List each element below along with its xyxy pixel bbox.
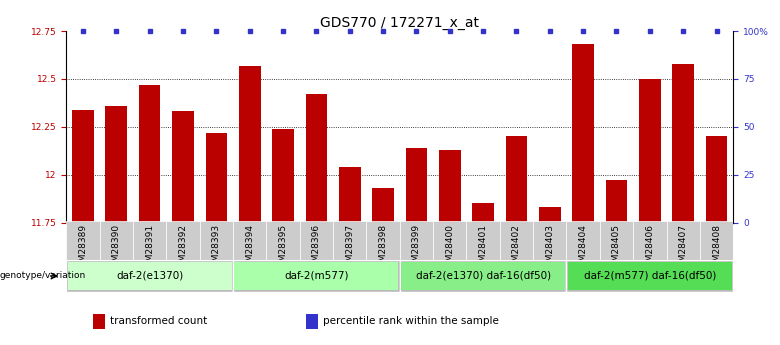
Text: GSM28403: GSM28403 — [545, 224, 555, 273]
Bar — [600, 221, 633, 260]
Text: GSM28391: GSM28391 — [145, 224, 154, 273]
Bar — [72, 110, 94, 223]
Bar — [200, 221, 233, 260]
Bar — [566, 260, 733, 292]
Bar — [266, 221, 300, 260]
Text: GSM28402: GSM28402 — [512, 224, 521, 273]
Bar — [93, 314, 105, 329]
Text: GSM28406: GSM28406 — [645, 224, 654, 273]
Text: GSM28407: GSM28407 — [679, 224, 688, 273]
Bar — [568, 262, 732, 290]
Text: GSM28404: GSM28404 — [579, 224, 587, 273]
Bar — [573, 45, 594, 223]
Bar — [439, 150, 461, 223]
Bar — [100, 221, 133, 260]
Bar — [666, 221, 700, 260]
Bar — [233, 260, 399, 292]
Text: transformed count: transformed count — [110, 316, 207, 326]
Text: GSM28400: GSM28400 — [445, 224, 454, 273]
Text: GSM28399: GSM28399 — [412, 224, 421, 273]
Text: daf-2(m577) daf-16(df50): daf-2(m577) daf-16(df50) — [583, 271, 716, 281]
Bar — [533, 221, 566, 260]
Bar — [139, 85, 161, 223]
Text: GSM28394: GSM28394 — [245, 224, 254, 273]
Text: percentile rank within the sample: percentile rank within the sample — [323, 316, 499, 326]
Bar — [399, 260, 566, 292]
Bar — [233, 221, 266, 260]
Bar — [706, 136, 728, 223]
Bar — [66, 221, 100, 260]
Bar — [372, 188, 394, 223]
Bar — [333, 221, 367, 260]
Text: GSM28401: GSM28401 — [479, 224, 488, 273]
Bar — [472, 204, 494, 223]
Bar — [300, 221, 333, 260]
Bar — [307, 314, 318, 329]
Text: genotype/variation: genotype/variation — [0, 272, 87, 280]
Bar — [399, 221, 433, 260]
Text: GSM28398: GSM28398 — [378, 224, 388, 273]
Text: daf-2(m577): daf-2(m577) — [284, 271, 349, 281]
Bar — [505, 136, 527, 223]
Bar — [500, 221, 533, 260]
Bar — [633, 221, 666, 260]
Bar — [306, 94, 328, 223]
Bar — [605, 180, 627, 223]
Text: GSM28408: GSM28408 — [712, 224, 721, 273]
Bar — [239, 66, 261, 223]
Bar — [566, 221, 600, 260]
Text: GSM28392: GSM28392 — [179, 224, 187, 273]
Bar — [539, 207, 561, 223]
Bar — [66, 260, 233, 292]
Bar — [401, 262, 566, 290]
Bar — [433, 221, 466, 260]
Text: GSM28405: GSM28405 — [612, 224, 621, 273]
Bar — [367, 221, 399, 260]
Bar — [234, 262, 399, 290]
Text: GSM28389: GSM28389 — [79, 224, 87, 273]
Text: GSM28396: GSM28396 — [312, 224, 321, 273]
Bar — [166, 221, 200, 260]
Bar — [672, 63, 694, 223]
Bar — [406, 148, 427, 223]
Text: GSM28390: GSM28390 — [112, 224, 121, 273]
Text: GSM28397: GSM28397 — [346, 224, 354, 273]
Bar — [272, 129, 294, 223]
Bar — [639, 79, 661, 223]
Text: daf-2(e1370): daf-2(e1370) — [116, 271, 183, 281]
Bar — [700, 221, 733, 260]
Title: GDS770 / 172271_x_at: GDS770 / 172271_x_at — [321, 16, 479, 30]
Bar — [172, 111, 194, 223]
Bar — [133, 221, 166, 260]
Bar — [205, 132, 227, 223]
Bar — [339, 167, 360, 223]
Bar — [105, 106, 127, 223]
Bar — [466, 221, 500, 260]
Text: GSM28395: GSM28395 — [278, 224, 288, 273]
Text: daf-2(e1370) daf-16(df50): daf-2(e1370) daf-16(df50) — [416, 271, 551, 281]
Text: GSM28393: GSM28393 — [212, 224, 221, 273]
Bar — [68, 262, 232, 290]
